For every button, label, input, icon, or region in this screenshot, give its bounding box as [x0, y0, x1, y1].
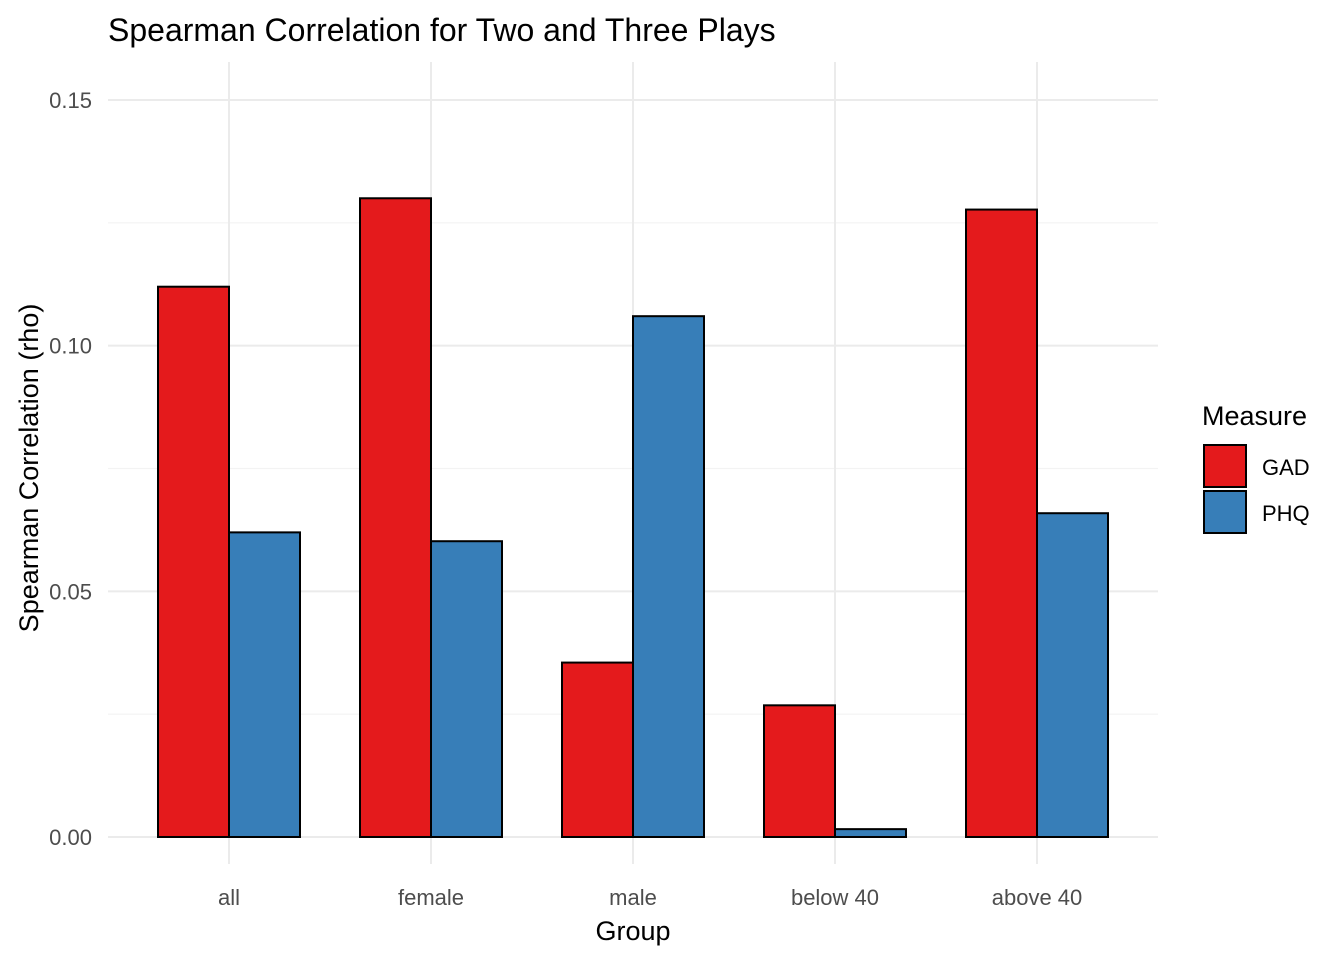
- y-axis-tick-labels: 0.00 0.05 0.10 0.15: [49, 88, 92, 850]
- x-tick-label: female: [398, 885, 464, 910]
- bar-gad-above-40: [965, 208, 1038, 839]
- y-tick-label: 0.10: [49, 334, 92, 359]
- y-tick-label: 0.00: [49, 825, 92, 850]
- x-axis-title: Group: [595, 916, 670, 946]
- y-axis-title: Spearman Correlation (rho): [14, 304, 44, 633]
- y-tick-label: 0.15: [49, 88, 92, 113]
- bar-phq-below-40: [834, 828, 907, 839]
- bar-gad-male: [561, 661, 634, 838]
- legend-key-gad: [1203, 444, 1247, 488]
- x-tick-label: above 40: [992, 885, 1083, 910]
- legend-label-gad: GAD: [1262, 455, 1310, 480]
- bars: [157, 197, 1109, 839]
- x-tick-label: male: [609, 885, 657, 910]
- bar-phq-female: [430, 540, 503, 838]
- y-tick-label: 0.05: [49, 579, 92, 604]
- bar-phq-all: [228, 531, 301, 839]
- bar-phq-above-40: [1036, 512, 1109, 838]
- x-tick-label: all: [218, 885, 240, 910]
- bar-gad-below-40: [763, 704, 836, 839]
- x-axis-tick-labels: all female male below 40 above 40: [218, 885, 1082, 910]
- legend-title: Measure: [1202, 401, 1307, 431]
- bar-phq-male: [632, 315, 705, 839]
- chart-title: Spearman Correlation for Two and Three P…: [108, 12, 776, 48]
- bar-gad-female: [359, 197, 432, 838]
- legend-label-phq: PHQ: [1262, 501, 1310, 526]
- bar-gad-all: [157, 285, 230, 838]
- x-tick-label: below 40: [791, 885, 879, 910]
- legend: Measure GAD PHQ: [1202, 401, 1310, 534]
- legend-key-phq: [1203, 490, 1247, 534]
